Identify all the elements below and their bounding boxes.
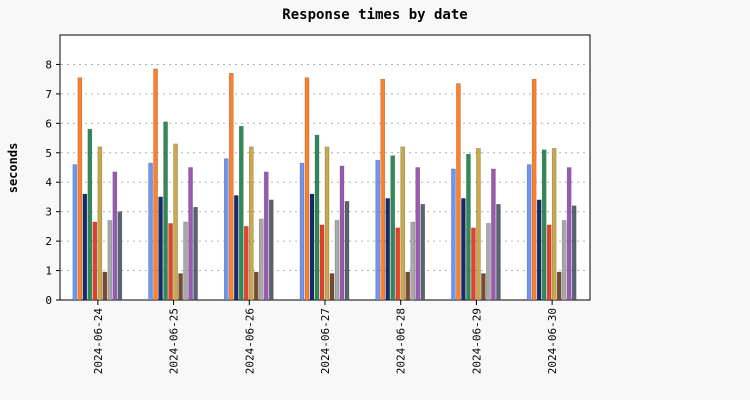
x-axis-ticks: 2024-06-24 2024-06-25 2024-06-26 2024-06-27…: [92, 300, 559, 374]
bar: [188, 167, 193, 301]
bar: [339, 165, 345, 301]
bar: [244, 226, 249, 301]
bar: [456, 83, 461, 301]
x-tick-label: 2024-06-30: [546, 308, 559, 374]
y-axis-ticks: 0 1 2 3 4 5 6 7 8: [45, 58, 60, 307]
bar: [390, 155, 395, 301]
bar: [546, 224, 552, 301]
bar: [329, 273, 335, 301]
x-tick-label: 2024-06-26: [243, 308, 256, 374]
bar: [314, 134, 320, 301]
x-tick-label: 2024-06-27: [319, 308, 332, 374]
bar: [224, 158, 229, 301]
bar: [173, 143, 178, 301]
bar: [334, 220, 340, 301]
y-tick-label: 2: [45, 235, 52, 248]
bar: [183, 221, 188, 301]
bar: [193, 207, 198, 301]
bar: [319, 224, 325, 301]
bar: [400, 146, 405, 301]
bar: [551, 148, 557, 301]
bar: [107, 220, 113, 301]
x-tick-label: 2024-06-29: [470, 308, 483, 374]
y-axis-label: seconds: [6, 143, 20, 194]
bar: [77, 77, 83, 301]
bar: [234, 195, 239, 301]
bar: [158, 196, 163, 301]
y-tick-label: 5: [45, 147, 52, 160]
bar: [531, 78, 537, 301]
bar: [92, 221, 98, 301]
bar: [87, 128, 93, 301]
bar: [229, 73, 234, 301]
bar: [309, 193, 315, 301]
bar: [476, 148, 481, 301]
y-tick-label: 6: [45, 117, 52, 130]
bar: [566, 167, 572, 301]
bar: [269, 199, 274, 301]
chart-title: Response times by date: [282, 7, 467, 23]
bar: [249, 146, 254, 301]
y-tick-label: 7: [45, 88, 52, 101]
bar: [153, 68, 158, 301]
bar: [556, 271, 562, 301]
bar: [385, 198, 390, 301]
bar: [461, 198, 466, 301]
bar: [344, 201, 350, 301]
bar: [481, 273, 486, 301]
bar: [117, 211, 123, 301]
bar: [102, 271, 108, 301]
y-tick-label: 3: [45, 206, 52, 219]
bar: [571, 205, 577, 301]
bar: [526, 164, 532, 301]
bar: [82, 193, 88, 301]
bar: [395, 227, 400, 301]
bar: [380, 78, 385, 301]
bar: [97, 146, 103, 301]
bar: [451, 168, 456, 301]
bar: [561, 220, 567, 301]
bar: [168, 223, 173, 301]
bar: [410, 221, 415, 301]
bar: [112, 171, 118, 301]
bar: [259, 218, 264, 301]
bar: [486, 223, 491, 301]
x-tick-label: 2024-06-28: [395, 308, 408, 374]
bar: [299, 162, 305, 301]
bar: [420, 204, 425, 301]
y-tick-label: 8: [45, 58, 52, 71]
bar: [304, 77, 310, 301]
bar: [72, 164, 78, 301]
bar: [178, 273, 183, 301]
bar: [491, 168, 496, 301]
bar: [239, 126, 244, 301]
bar: [148, 162, 153, 301]
bar: [324, 146, 330, 301]
bar: [254, 271, 259, 301]
bar: [536, 199, 542, 301]
x-tick-label: 2024-06-25: [168, 308, 181, 374]
y-tick-label: 4: [45, 176, 52, 189]
bar: [163, 121, 168, 301]
bar: [471, 227, 476, 301]
y-tick-label: 0: [45, 294, 52, 307]
bar: [264, 171, 269, 301]
bar: [375, 159, 380, 301]
bar: [415, 167, 420, 301]
y-tick-label: 1: [45, 265, 52, 278]
bars-layer: [72, 68, 577, 301]
bar: [405, 271, 410, 301]
bar: [541, 149, 547, 301]
x-tick-label: 2024-06-24: [92, 308, 105, 375]
bar: [466, 154, 471, 301]
bar: [496, 204, 501, 301]
